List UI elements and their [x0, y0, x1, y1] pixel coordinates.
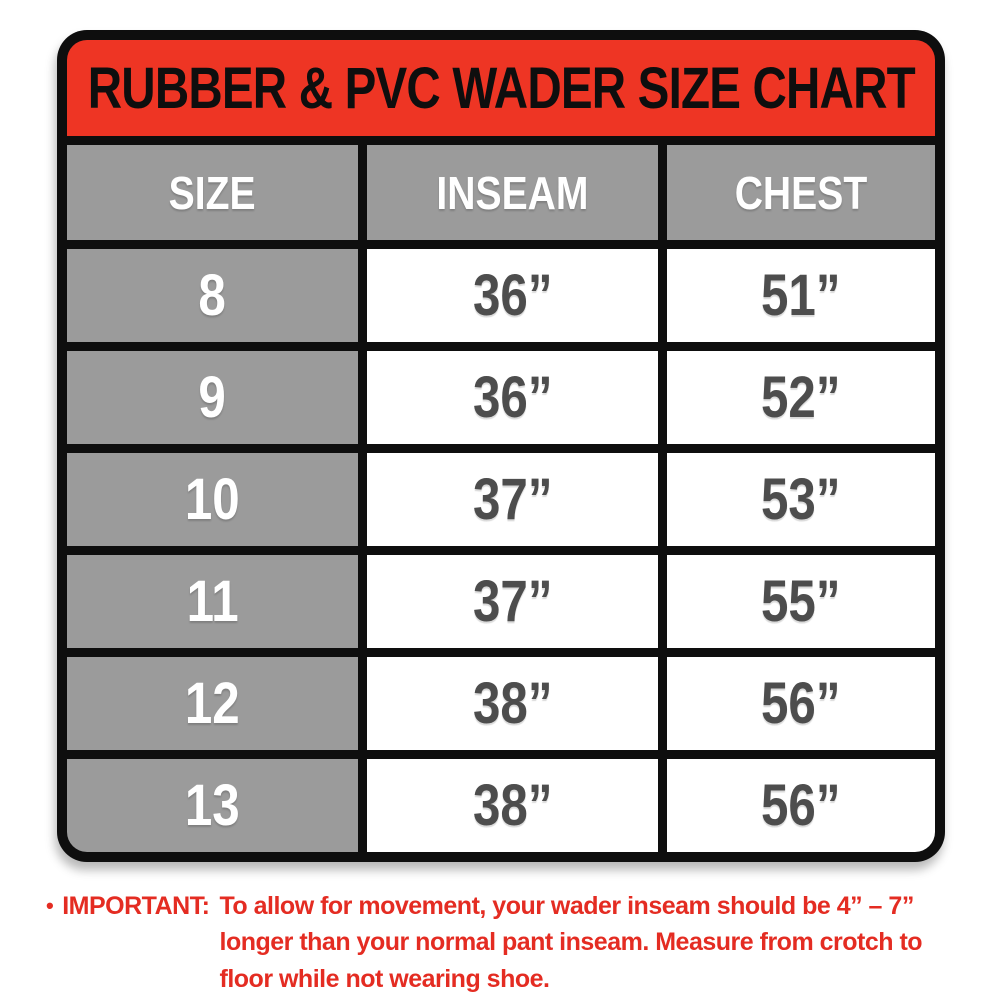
inseam-cell: 37” — [367, 453, 659, 546]
bullet-icon: • — [46, 893, 54, 918]
size-value: 9 — [198, 365, 227, 430]
table-row: 12 38” 56” — [67, 657, 935, 750]
inseam-cell: 36” — [367, 351, 659, 444]
header-label-size: SIZE — [169, 166, 257, 219]
size-value: 10 — [185, 467, 240, 532]
table-header-row: SIZE INSEAM CHEST — [67, 145, 935, 240]
table-row: 9 36” 52” — [67, 351, 935, 444]
size-value: 8 — [198, 263, 227, 328]
size-cell: 9 — [67, 351, 359, 444]
inseam-cell: 37” — [367, 555, 659, 648]
chest-value: 56” — [761, 671, 841, 736]
chest-value: 51” — [761, 263, 841, 328]
chest-cell: 53” — [667, 453, 935, 546]
chest-value: 55” — [761, 569, 841, 634]
table-row: 13 38” 56” — [67, 759, 935, 852]
chest-value: 53” — [761, 467, 841, 532]
header-cell-size: SIZE — [67, 145, 359, 240]
chest-cell: 56” — [667, 657, 935, 750]
chest-cell: 51” — [667, 249, 935, 342]
header-label-inseam: INSEAM — [436, 166, 589, 219]
chart-title-band: RUBBER & PVC WADER SIZE CHART — [67, 40, 935, 136]
inseam-cell: 36” — [367, 249, 659, 342]
chart-title: RUBBER & PVC WADER SIZE CHART — [87, 55, 915, 121]
header-cell-chest: CHEST — [667, 145, 935, 240]
size-chart-table: RUBBER & PVC WADER SIZE CHART SIZE INSEA… — [67, 40, 935, 852]
size-cell: 10 — [67, 453, 359, 546]
wader-size-chart: RUBBER & PVC WADER SIZE CHART SIZE INSEA… — [57, 30, 945, 862]
inseam-value: 37” — [472, 569, 553, 634]
inseam-value: 36” — [472, 365, 553, 430]
inseam-cell: 38” — [367, 657, 659, 750]
chest-cell: 55” — [667, 555, 935, 648]
size-cell: 11 — [67, 555, 359, 648]
important-text: To allow for movement, your wader inseam… — [219, 892, 923, 993]
size-cell: 8 — [67, 249, 359, 342]
table-row: 10 37” 53” — [67, 453, 935, 546]
inseam-value: 38” — [472, 773, 553, 838]
header-cell-inseam: INSEAM — [367, 145, 659, 240]
table-row: 11 37” 55” — [67, 555, 935, 648]
size-value: 12 — [185, 671, 240, 736]
chest-value: 56” — [761, 773, 841, 838]
important-note: • IMPORTANT: To allow for movement, your… — [46, 888, 1000, 997]
inseam-value: 37” — [472, 467, 553, 532]
important-label: IMPORTANT: — [62, 892, 210, 920]
size-cell: 13 — [67, 759, 359, 852]
header-label-chest: CHEST — [734, 166, 868, 219]
inseam-value: 38” — [472, 671, 553, 736]
inseam-cell: 38” — [367, 759, 659, 852]
table-row: 8 36” 51” — [67, 249, 935, 342]
size-value: 11 — [186, 569, 239, 634]
chest-value: 52” — [761, 365, 841, 430]
chest-cell: 56” — [667, 759, 935, 852]
chest-cell: 52” — [667, 351, 935, 444]
size-cell: 12 — [67, 657, 359, 750]
inseam-value: 36” — [472, 263, 553, 328]
size-value: 13 — [185, 773, 240, 838]
